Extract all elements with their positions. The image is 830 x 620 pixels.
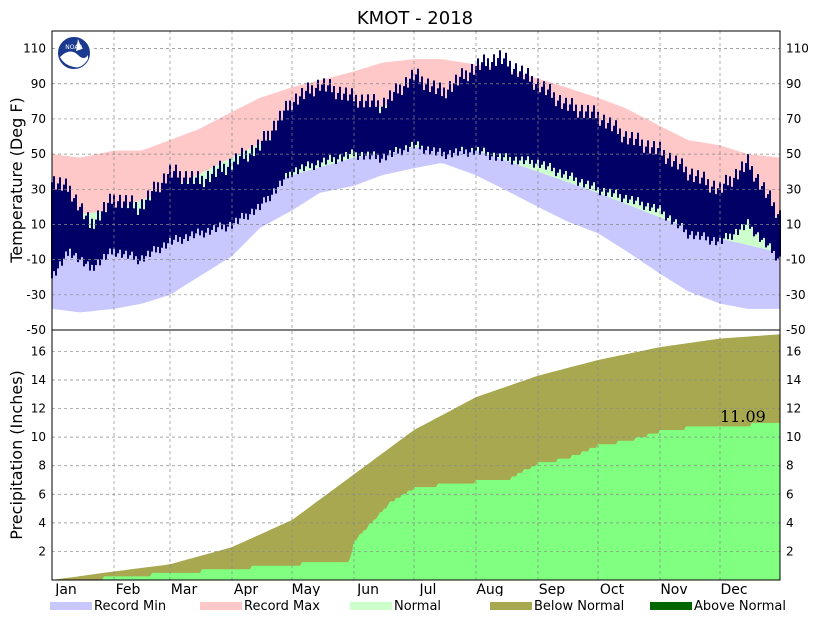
legend-swatch (50, 602, 92, 610)
month-label: Aug (476, 582, 503, 596)
temp-tick-right: 50 (786, 147, 801, 161)
legend-item: Record Min (50, 596, 166, 616)
month-label: Oct (600, 582, 625, 596)
temp-tick-left: 90 (31, 77, 46, 91)
temp-tick-right: -10 (786, 253, 806, 267)
temp-tick-left: 10 (31, 217, 46, 231)
month-label: Jun (356, 582, 379, 596)
temp-tick-left: -50 (26, 323, 46, 337)
month-label: Mar (171, 582, 198, 596)
legend-swatch (350, 602, 392, 610)
precip-tick-right: 8 (786, 459, 794, 473)
noaa-logo: NOAA (56, 35, 92, 71)
temp-tick-left: -30 (26, 288, 46, 302)
precip-tick-left: 16 (31, 344, 46, 358)
temp-tick-right: -30 (786, 288, 806, 302)
month-label: Sep (539, 582, 566, 596)
legend-label: Normal (394, 598, 442, 614)
legend-item: Record Max (200, 596, 320, 616)
precip-tick-right: 10 (786, 430, 801, 444)
legend-item: Normal (350, 596, 441, 616)
temp-tick-right: 90 (786, 77, 801, 91)
month-label: May (292, 582, 321, 596)
observed-precip-area (52, 422, 780, 580)
precip-tick-right: 16 (786, 344, 801, 358)
climate-chart: KMOT - 2018 -50 -50 -30 -30 -10 -10 10 10 30 30 50… (7, 8, 809, 596)
temp-tick-right: 110 (786, 42, 809, 56)
precip-tick-left: 14 (31, 373, 46, 387)
month-label: Nov (660, 582, 687, 596)
chart-title: KMOT - 2018 (357, 8, 473, 29)
month-label: Apr (234, 582, 258, 596)
noaa-logo-text: NOAA (65, 44, 83, 51)
precipitation-axis-label: Precipitation (Inches) (7, 370, 26, 540)
precip-tick-left: 12 (31, 402, 46, 416)
precip-tick-left: 4 (38, 516, 46, 530)
precip-tick-right: 6 (786, 487, 794, 501)
precip-tick-left: 8 (38, 459, 46, 473)
precip-tick-right: 4 (786, 516, 794, 530)
month-label: Jul (419, 582, 437, 596)
legend-item: Below Normal (490, 596, 624, 616)
legend-label: Above Normal (694, 598, 786, 614)
temp-tick-left: 30 (31, 182, 46, 196)
legend-swatch (200, 602, 242, 610)
chart-legend: Record Min Record Max Normal Below Normal Ab… (0, 596, 830, 616)
precip-panel-border (51, 329, 781, 581)
month-label: Feb (116, 582, 141, 596)
precip-tick-left: 10 (31, 430, 46, 444)
temperature-axis-label: Temperature (Deg F) (7, 97, 26, 264)
month-label: Jan (54, 582, 77, 596)
precip-tick-right: 14 (786, 373, 801, 387)
temp-tick-right: 30 (786, 182, 801, 196)
precip-total-annotation: 11.09 (720, 407, 766, 426)
legend-swatch (650, 602, 692, 610)
temp-tick-left: -10 (26, 253, 46, 267)
temp-tick-right: -50 (786, 323, 806, 337)
month-label: Dec (720, 582, 747, 596)
precip-tick-right: 12 (786, 402, 801, 416)
legend-swatch (490, 602, 532, 610)
legend-item: Above Normal (650, 596, 786, 616)
record-min-band (52, 147, 780, 313)
legend-label: Record Max (244, 598, 320, 614)
temp-tick-left: 110 (23, 42, 46, 56)
precip-tick-left: 6 (38, 487, 46, 501)
temp-tick-left: 50 (31, 147, 46, 161)
precip-tick-left: 2 (38, 544, 46, 558)
temp-tick-right: 10 (786, 217, 801, 231)
legend-label: Record Min (94, 598, 167, 614)
temp-tick-right: 70 (786, 112, 801, 126)
legend-label: Below Normal (534, 598, 625, 614)
precip-tick-right: 2 (786, 544, 794, 558)
temp-tick-left: 70 (31, 112, 46, 126)
